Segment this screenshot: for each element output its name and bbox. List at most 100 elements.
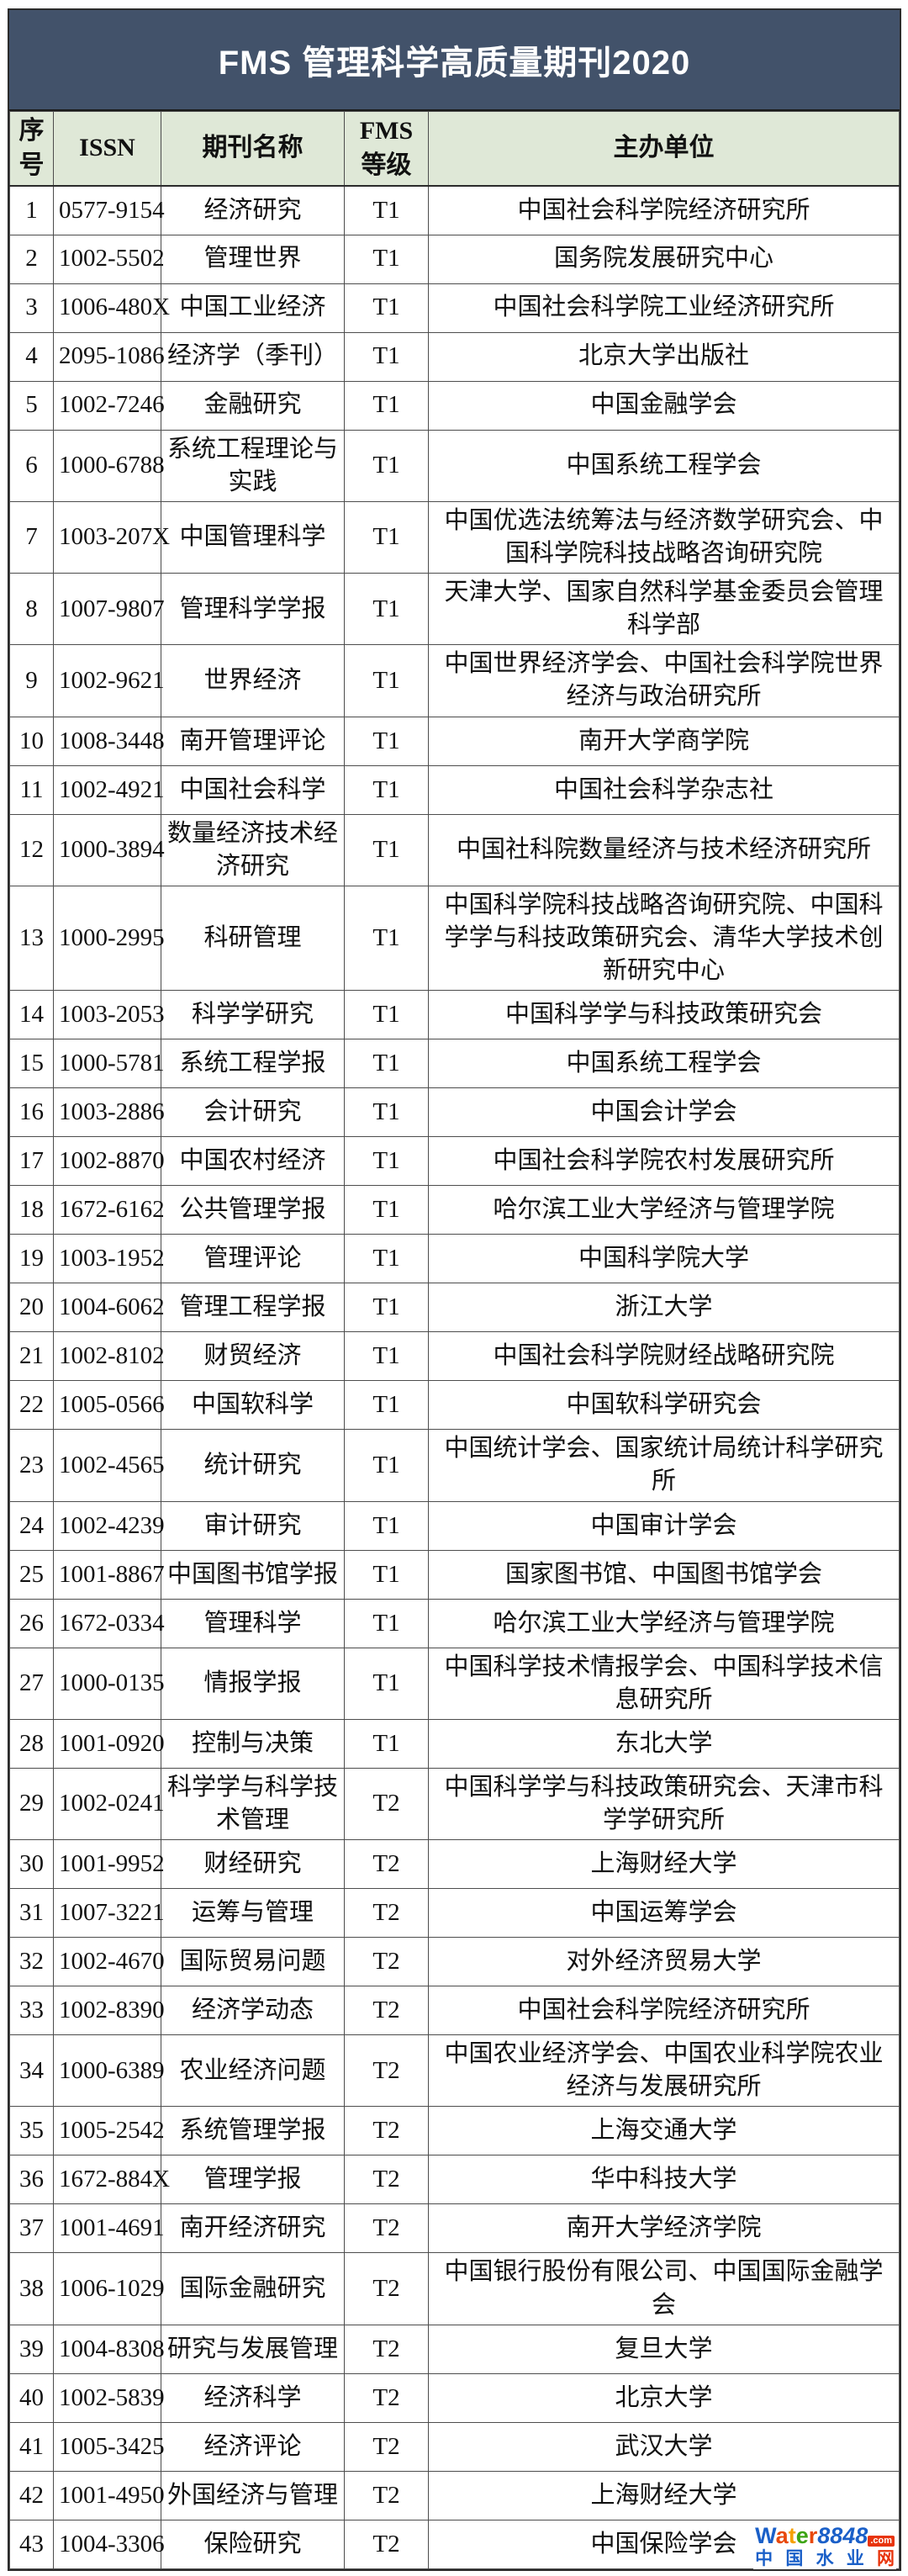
cell-org: 南开大学经济学院 xyxy=(428,2203,900,2254)
cell-issn: 1005-0566 xyxy=(53,1380,165,1431)
cell-name: 经济学动态 xyxy=(161,1986,345,2036)
cell-org: 中国金融学会 xyxy=(428,380,900,431)
column-header-2: 期刊名称 xyxy=(161,111,345,187)
water8848-subtitle-char: 网 xyxy=(876,2548,895,2568)
cell-name: 管理科学 xyxy=(161,1598,345,1648)
cell-grade: T1 xyxy=(344,1647,429,1720)
water8848-subtitle-char: 中 xyxy=(755,2548,773,2568)
cell-no: 18 xyxy=(9,1185,54,1235)
cell-no: 10 xyxy=(9,716,54,766)
water8848-letter: W xyxy=(755,2523,776,2549)
water8848-letter: e xyxy=(795,2523,809,2549)
table-row: 20 1004-6062 管理工程学报 T1 浙江大学 xyxy=(9,1283,900,1333)
cell-name: 管理科学学报 xyxy=(161,573,345,646)
cell-no: 3 xyxy=(9,283,54,333)
cell-grade: T1 xyxy=(344,1331,429,1382)
water8848-brand-text: Water xyxy=(755,2523,817,2548)
cell-issn: 1672-0334 xyxy=(53,1598,165,1648)
cell-org: 上海财经大学 xyxy=(428,2470,900,2520)
cell-no: 13 xyxy=(9,885,54,992)
cell-org: 中国科学院大学 xyxy=(428,1234,900,1284)
column-header-4: 主办单位 xyxy=(428,111,900,187)
table-row: 34 1000-6389 农业经济问题 T2 中国农业经济学会、中国农业科学院农业经济与… xyxy=(9,2034,900,2108)
cell-grade: T1 xyxy=(344,573,429,646)
cell-no: 28 xyxy=(9,1718,54,1769)
column-header-1: ISSN xyxy=(53,111,161,187)
cell-no: 14 xyxy=(9,990,54,1040)
cell-name: 运筹与管理 xyxy=(161,1888,345,1939)
cell-issn: 1005-3425 xyxy=(53,2421,165,2472)
cell-grade: T1 xyxy=(344,1234,429,1284)
cell-name: 中国图书馆学报 xyxy=(161,1549,345,1600)
cell-issn: 1007-9807 xyxy=(53,573,165,646)
cell-grade: T2 xyxy=(344,2203,429,2254)
cell-name: 中国管理科学 xyxy=(161,500,345,574)
table-row: 30 1001-9952 财经研究 T2 上海财经大学 xyxy=(9,1839,900,1890)
table-row: 42 1001-4950 外国经济与管理 T2 上海财经大学 xyxy=(9,2470,900,2520)
table-row: 1 0577-9154 经济研究 T1 中国社会科学院经济研究所 xyxy=(9,185,900,235)
cell-issn: 1000-6788 xyxy=(53,429,165,502)
table-row: 8 1007-9807 管理科学学报 T1 天津大学、国家自然科学基金委员会管理科学部 xyxy=(9,573,900,646)
cell-grade: T1 xyxy=(344,644,429,717)
cell-issn: 1006-480X xyxy=(53,283,170,333)
table-row: 17 1002-8870 中国农村经济 T1 中国社会科学院农村发展研究所 xyxy=(9,1136,900,1187)
table-row: 13 1000-2995 科研管理 T1 中国科学院科技战略咨询研究院、中国科学学与科技… xyxy=(9,885,900,992)
cell-grade: T1 xyxy=(344,1598,429,1648)
cell-grade: T1 xyxy=(344,1549,429,1600)
cell-grade: T1 xyxy=(344,283,429,333)
cell-grade: T1 xyxy=(344,234,429,284)
cell-org: 中国农业经济学会、中国农业科学院农业经济与发展研究所 xyxy=(428,2034,900,2108)
cell-grade: T2 xyxy=(344,2519,429,2569)
cell-org: 浙江大学 xyxy=(428,1283,900,1333)
table-row: 39 1004-8308 研究与发展管理 T2 复旦大学 xyxy=(9,2324,900,2374)
cell-org: 中国优选法统筹法与经济数学研究会、中国科学院科技战略咨询研究院 xyxy=(428,500,900,574)
cell-issn: 1006-1029 xyxy=(53,2252,165,2325)
cell-org: 中国社会科学杂志社 xyxy=(428,764,900,815)
cell-issn: 1003-207X xyxy=(53,500,170,574)
table-row: 33 1002-8390 经济学动态 T2 中国社会科学院经济研究所 xyxy=(9,1986,900,2036)
cell-issn: 1004-8308 xyxy=(53,2324,165,2374)
cell-grade: T1 xyxy=(344,716,429,766)
cell-grade: T1 xyxy=(344,380,429,431)
table-row: 40 1002-5839 经济科学 T2 北京大学 xyxy=(9,2372,900,2423)
cell-org: 武汉大学 xyxy=(428,2421,900,2472)
cell-org: 南开大学商学院 xyxy=(428,716,900,766)
cell-org: 中国审计学会 xyxy=(428,1500,900,1551)
cell-issn: 1000-6389 xyxy=(53,2034,165,2108)
cell-issn: 1002-4670 xyxy=(53,1937,165,1987)
cell-issn: 1002-4921 xyxy=(53,764,165,815)
cell-no: 2 xyxy=(9,234,54,284)
cell-name: 中国软科学 xyxy=(161,1380,345,1431)
cell-name: 外国经济与管理 xyxy=(161,2470,345,2520)
cell-no: 22 xyxy=(9,1380,54,1431)
cell-name: 控制与决策 xyxy=(161,1718,345,1769)
cell-org: 中国社会科学院经济研究所 xyxy=(428,1986,900,2036)
table-row: 41 1005-3425 经济评论 T2 武汉大学 xyxy=(9,2421,900,2472)
cell-issn: 1002-8870 xyxy=(53,1136,165,1187)
cell-no: 35 xyxy=(9,2106,54,2156)
cell-no: 19 xyxy=(9,1234,54,1284)
water8848-subtitle-char: 业 xyxy=(846,2548,864,2568)
cell-grade: T1 xyxy=(344,500,429,574)
cell-no: 4 xyxy=(9,331,54,382)
cell-no: 33 xyxy=(9,1986,54,2036)
cell-org: 中国科学技术情报学会、中国科学技术信息研究所 xyxy=(428,1647,900,1720)
table-row: 3 1006-480X 中国工业经济 T1 中国社会科学院工业经济研究所 xyxy=(9,283,900,333)
table-row: 36 1672-884X 管理学报 T2 华中科技大学 xyxy=(9,2155,900,2205)
cell-org: 哈尔滨工业大学经济与管理学院 xyxy=(428,1185,900,1235)
cell-name: 管理工程学报 xyxy=(161,1283,345,1333)
cell-grade: T1 xyxy=(344,1718,429,1769)
cell-issn: 1002-4239 xyxy=(53,1500,165,1551)
cell-issn: 1000-0135 xyxy=(53,1647,165,1720)
cell-no: 8 xyxy=(9,573,54,646)
table-row: 32 1002-4670 国际贸易问题 T2 对外经济贸易大学 xyxy=(9,1937,900,1987)
cell-org: 中国系统工程学会 xyxy=(428,1039,900,1089)
column-header-0: 序号 xyxy=(9,111,54,187)
water8848-letter: a xyxy=(775,2523,789,2549)
cell-grade: T1 xyxy=(344,1500,429,1551)
cell-no: 31 xyxy=(9,1888,54,1939)
cell-grade: T1 xyxy=(344,885,429,992)
cell-issn: 1003-1952 xyxy=(53,1234,165,1284)
table-row: 19 1003-1952 管理评论 T1 中国科学院大学 xyxy=(9,1234,900,1284)
